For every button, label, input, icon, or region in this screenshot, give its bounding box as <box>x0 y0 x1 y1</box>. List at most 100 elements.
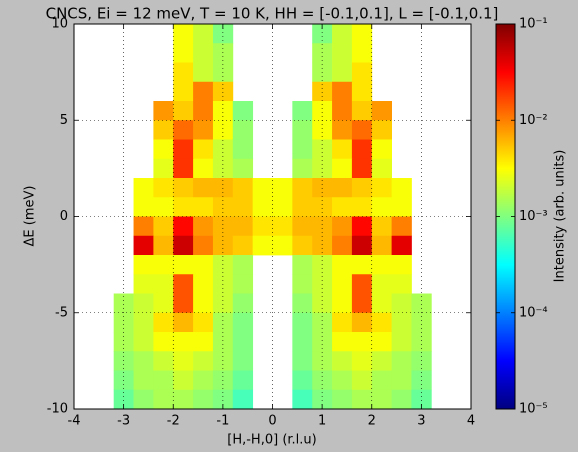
heat-cell <box>173 255 194 275</box>
heat-cell <box>312 101 333 121</box>
heat-cell <box>312 389 333 410</box>
heat-cell <box>312 139 333 160</box>
chart-title: CNCS, Ei = 12 meV, T = 10 K, HH = [-0.1,… <box>46 5 499 23</box>
heat-cell <box>173 120 194 140</box>
y-tick-label: 0 <box>60 209 68 224</box>
heat-cell <box>232 197 254 217</box>
heat-cell <box>371 293 392 314</box>
heat-cell <box>371 158 392 179</box>
heat-cell <box>153 274 174 294</box>
heat-cell <box>292 293 313 314</box>
heat-cell <box>133 312 154 333</box>
heat-cell <box>212 389 234 410</box>
heat-cell <box>391 312 412 333</box>
heat-cell <box>232 158 254 179</box>
heat-cell <box>193 139 214 160</box>
heat-cell <box>212 312 234 333</box>
heat-cell <box>173 178 194 198</box>
heat-cell <box>153 351 174 371</box>
heat-cell <box>193 274 214 294</box>
heat-cell <box>391 255 412 275</box>
heat-cell <box>332 101 353 121</box>
heat-cell <box>153 332 174 352</box>
heat-cell <box>292 101 313 121</box>
heat-cell <box>212 81 234 102</box>
heat-cell <box>391 274 412 294</box>
colorbar-tick-label: 10⁻⁵ <box>519 402 548 417</box>
heat-cell <box>351 43 373 63</box>
heat-cell <box>193 24 214 44</box>
heatmap <box>113 24 432 410</box>
heat-cell <box>312 24 333 44</box>
x-tick-label: -2 <box>167 414 180 429</box>
heat-cell <box>193 312 214 333</box>
heat-cell <box>332 255 353 275</box>
heat-cell <box>411 389 432 410</box>
heat-cell <box>371 389 392 410</box>
heat-cell <box>153 120 174 140</box>
heat-cell <box>312 178 333 198</box>
heat-cell <box>292 216 313 237</box>
heat-cell <box>292 351 313 371</box>
y-tick-label: 5 <box>60 113 68 128</box>
heat-cell <box>332 216 353 237</box>
heat-cell <box>391 332 412 352</box>
heat-cell <box>391 351 412 371</box>
heat-cell <box>351 24 373 44</box>
colorbar-tick-label: 10⁻⁴ <box>519 305 548 320</box>
heat-cell <box>232 120 254 140</box>
heat-cell <box>332 197 353 217</box>
heat-cell <box>193 351 214 371</box>
heat-cell <box>212 351 234 371</box>
heat-cell <box>153 370 174 391</box>
heat-cell <box>113 312 134 333</box>
heat-cell <box>371 216 392 237</box>
heat-cell <box>133 332 154 352</box>
heat-cell <box>312 216 333 237</box>
colorbar-tick-label: 10⁻¹ <box>519 17 548 32</box>
heat-cell <box>232 235 254 256</box>
heat-cell <box>292 389 313 410</box>
heat-cell <box>332 332 353 352</box>
heat-cell <box>212 101 234 121</box>
heat-cell <box>272 178 293 198</box>
heat-cell <box>272 235 293 256</box>
heat-cell <box>232 274 254 294</box>
heat-cell <box>332 158 353 179</box>
heat-cell <box>193 235 214 256</box>
heat-cell <box>173 389 194 410</box>
heat-cell <box>292 274 313 294</box>
heat-cell <box>133 235 154 256</box>
colorbar-tick-label: 10⁻³ <box>519 209 548 224</box>
heat-cell <box>232 370 254 391</box>
heat-cell <box>371 312 392 333</box>
heat-cell <box>173 351 194 371</box>
heat-cell <box>232 216 254 237</box>
heat-cell <box>232 293 254 314</box>
x-tick-label: 4 <box>467 414 475 429</box>
heat-cell <box>173 274 194 294</box>
heat-cell <box>391 197 412 217</box>
heat-cell <box>332 389 353 410</box>
heat-cell <box>173 216 194 237</box>
x-tick-label: 1 <box>318 414 326 429</box>
heat-cell <box>332 178 353 198</box>
heat-cell <box>292 332 313 352</box>
heat-cell <box>212 43 234 63</box>
heat-cell <box>371 351 392 371</box>
heat-cell <box>133 370 154 391</box>
heat-cell <box>332 293 353 314</box>
heat-cell <box>173 139 194 160</box>
heat-cell <box>193 216 214 237</box>
heat-cell <box>133 216 154 237</box>
heat-cell <box>351 139 373 160</box>
heat-cell <box>332 139 353 160</box>
heat-cell <box>173 235 194 256</box>
heat-cell <box>411 351 432 371</box>
heat-cell <box>312 293 333 314</box>
heat-cell <box>113 332 134 352</box>
heat-cell <box>193 158 214 179</box>
heat-cell <box>212 197 234 217</box>
heat-cell <box>312 235 333 256</box>
